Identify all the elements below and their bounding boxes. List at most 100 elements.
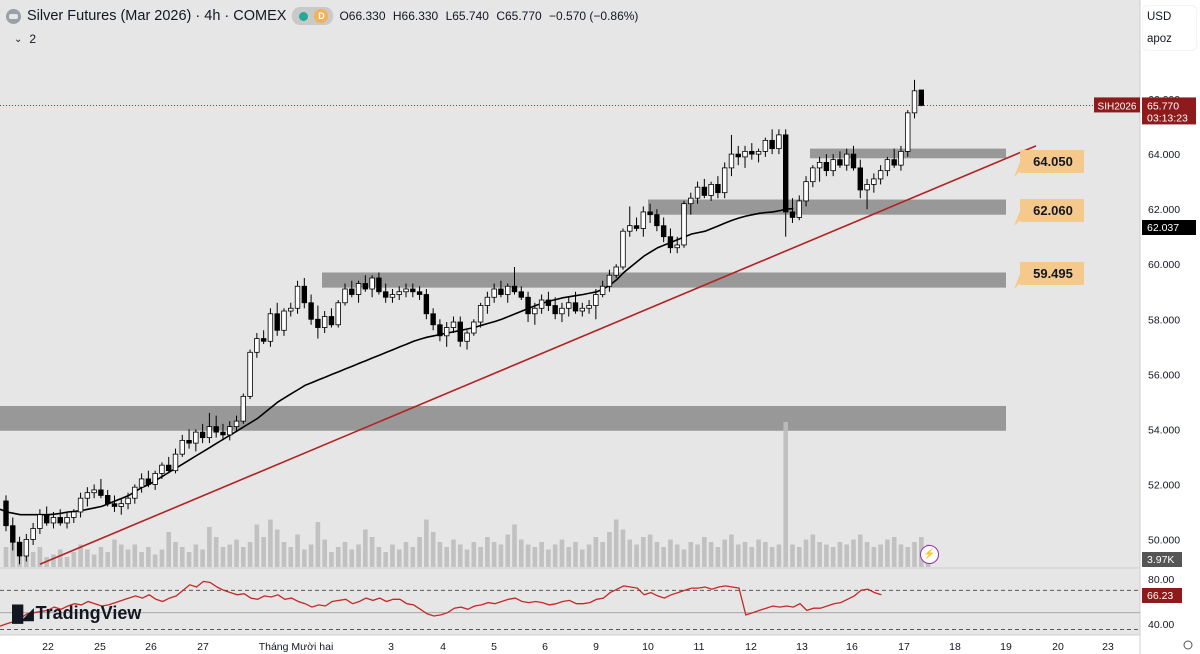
candlestick: [525, 291, 531, 323]
support-zone: [0, 405, 1006, 431]
candle-body: [728, 153, 735, 169]
ohlc-open: O66.330: [339, 9, 386, 23]
candle-body: [335, 302, 341, 326]
candlestick: [132, 484, 138, 504]
candlestick: [166, 456, 172, 474]
volume-bar: [661, 547, 666, 567]
scale-mode-selector[interactable]: apoz: [1147, 33, 1172, 45]
last-price-countdown: 03:13:23: [1147, 112, 1188, 124]
candlestick: [579, 302, 585, 317]
volume-bar: [220, 547, 226, 567]
silver-symbol-icon[interactable]: [6, 8, 21, 24]
candle-body: [193, 431, 199, 444]
volume-bar: [498, 544, 504, 567]
volume-bar: [430, 532, 436, 567]
volume-bar: [308, 544, 314, 567]
candlestick: [118, 498, 124, 515]
volume-bar: [824, 544, 829, 567]
candle-body: [477, 305, 484, 323]
candle-body: [715, 184, 721, 194]
time-axis-tick: 5: [491, 641, 497, 653]
time-axis-tick: 16: [846, 641, 858, 653]
volume-bar: [410, 547, 416, 567]
time-axis-tick: 11: [694, 641, 705, 653]
candle-body: [267, 313, 274, 342]
time-axis-tick: 3: [388, 641, 394, 653]
volume-bar: [247, 542, 253, 567]
candle-body: [877, 170, 884, 180]
time-axis-tick: 6: [542, 641, 548, 653]
volume-bar: [898, 544, 904, 567]
volume-bar: [322, 539, 327, 567]
candle-body: [233, 420, 240, 428]
symbol-title[interactable]: Silver Futures (Mar 2026) · 4h · COMEX: [27, 8, 287, 24]
volume-bar: [668, 539, 673, 567]
scale-controls: USD apoz: [1143, 6, 1196, 50]
candlestick: [71, 509, 77, 523]
candlestick: [559, 302, 565, 323]
volume-bar: [10, 534, 16, 567]
candle-body: [315, 318, 321, 328]
volume-bar: [532, 547, 538, 567]
volume-bar: [912, 542, 917, 567]
volume-bar: [654, 542, 660, 567]
candlestick: [884, 156, 891, 177]
volume-bar: [274, 529, 280, 567]
volume-bar: [729, 534, 734, 567]
last-price-tag-value: 65.770: [1147, 100, 1179, 112]
candlestick: [315, 305, 321, 339]
candlestick: [905, 110, 911, 157]
candle-body: [23, 539, 30, 557]
volume-bar: [674, 544, 680, 567]
candlestick: [376, 272, 382, 295]
candle-body: [138, 478, 145, 488]
price-axis-tick: 52.000: [1148, 479, 1180, 491]
candle-body: [905, 112, 911, 152]
lightning-icon[interactable]: ⚡: [920, 545, 939, 564]
candle-body: [410, 288, 416, 293]
volume-bar: [586, 544, 592, 567]
volume-bar: [302, 549, 307, 567]
indicators-toggle[interactable]: ⌄ 2: [14, 32, 36, 46]
candle-body: [552, 305, 558, 315]
delayed-data-badge[interactable]: D: [314, 9, 329, 23]
candle-body: [844, 153, 850, 166]
candle-body: [620, 230, 626, 268]
ohlc-close: C65.770: [496, 9, 542, 23]
candle-body: [762, 139, 769, 152]
volume-bar: [146, 547, 151, 567]
candle-body: [199, 431, 206, 439]
volume-bar: [241, 547, 246, 567]
market-status-badges[interactable]: D: [292, 7, 334, 25]
candlestick: [457, 316, 463, 347]
indicators-count: 2: [29, 32, 37, 46]
candle-body: [443, 327, 450, 337]
support-zone: [648, 199, 1006, 215]
price-axis-tick: 58.000: [1148, 314, 1180, 326]
candlestick: [220, 423, 226, 441]
market-open-dot-icon: [299, 11, 309, 21]
volume-bar: [851, 539, 856, 567]
candlestick: [301, 277, 308, 309]
volume-bar: [85, 549, 90, 567]
volume-bar: [457, 544, 463, 567]
volume-bar: [105, 552, 110, 567]
time-axis-tick: 4: [440, 641, 446, 653]
candle-body: [538, 299, 545, 309]
currency-selector[interactable]: USD: [1147, 11, 1172, 23]
candle-body: [511, 285, 518, 293]
candlestick: [138, 473, 145, 493]
candlestick: [654, 209, 660, 232]
candle-body: [599, 285, 606, 295]
volume-bar: [647, 534, 653, 567]
volume-bar: [403, 542, 409, 567]
candlestick: [64, 511, 70, 529]
volume-bar: [776, 544, 782, 567]
volume-bar: [539, 542, 544, 567]
candle-body: [308, 302, 314, 320]
candlestick: [152, 470, 158, 490]
tradingview-logo[interactable]: █◢ TradingView: [12, 603, 141, 624]
ma-value-tag-box: [1142, 220, 1196, 235]
